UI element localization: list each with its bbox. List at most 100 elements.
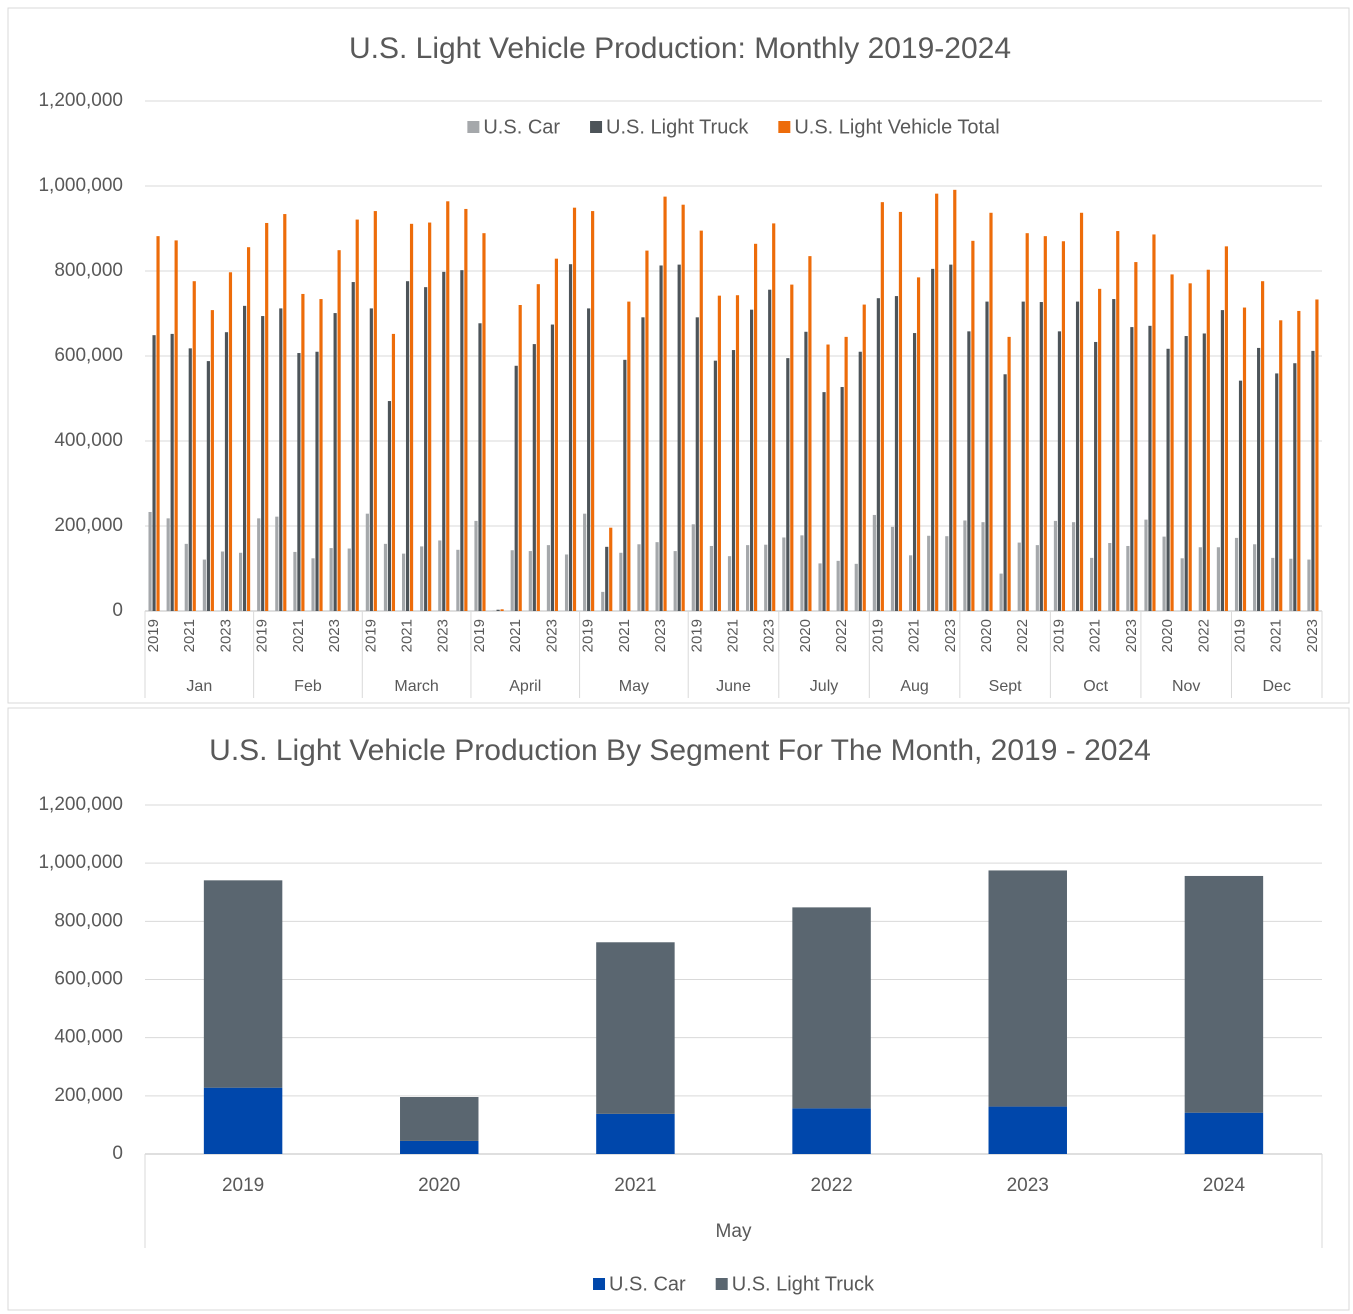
bar-segment [1184,875,1264,1113]
bar [311,558,315,611]
bar [623,359,627,611]
legend-label: U.S. Light Vehicle Total [794,116,999,138]
bar-segment [203,880,283,1088]
bar [192,281,196,611]
bar [790,284,794,611]
x-tick-label: 2023 [652,619,669,652]
bar [1279,320,1283,611]
bar [872,514,876,611]
bar [351,282,355,611]
bar [1071,522,1076,611]
group-label: Nov [1172,678,1200,695]
bar [1289,558,1293,611]
bar [333,313,337,611]
bar [550,324,555,611]
bar [854,563,858,611]
bar [1271,557,1275,611]
bar [420,546,424,611]
bar [1307,559,1311,611]
y-tick-label: 1,200,000 [38,794,123,815]
legend-swatch [715,1278,728,1290]
bar [1162,536,1166,611]
bar-segment [792,1108,871,1154]
bar-segment [596,1113,675,1154]
bar [347,548,351,611]
bar [989,212,993,611]
bar [818,563,822,611]
bar [1216,547,1221,611]
bar [637,544,641,611]
bar [750,309,754,611]
bar [764,544,768,611]
bar-segment [988,870,1067,1107]
bar [1090,557,1094,611]
bar [228,272,233,611]
bar-segment [1184,1112,1264,1154]
bar [1017,542,1021,611]
bar [1053,520,1058,611]
bar [746,545,750,611]
bar [572,207,577,612]
x-tick-label: 2019 [222,1175,264,1196]
group-label: Dec [1263,678,1291,695]
bar [1039,302,1043,611]
bar [1206,269,1210,611]
y-tick-label: 800,000 [54,910,123,931]
bar [583,513,587,611]
x-tick-label: 2019 [1231,619,1248,652]
bar [1180,558,1184,611]
bar [894,296,899,611]
bar [601,591,605,611]
bar [275,516,279,611]
bar [1166,348,1170,611]
bar [482,233,486,612]
group-label: Sept [989,678,1022,695]
bar-segment [203,1087,283,1154]
bar [699,230,703,611]
bar [731,350,736,611]
bar [772,223,776,611]
bar [880,202,884,611]
x-tick-label: 2021 [181,619,198,652]
x-tick-label: 2022 [833,619,850,652]
bar [1170,274,1174,611]
bar [1098,288,1102,611]
bar [591,211,595,611]
bar [931,268,935,611]
y-tick-label: 200,000 [54,515,123,536]
x-tick-label: 2023 [942,619,959,652]
y-tick-label: 1,000,000 [38,175,123,196]
x-tick-label: 2019 [145,619,162,652]
bar [373,211,377,611]
bar [677,264,681,611]
bar [152,335,156,611]
bar [1108,543,1112,611]
x-tick-label: 2019 [254,619,271,652]
bar [409,223,414,611]
legend-swatch [590,121,603,133]
y-tick-label: 1,000,000 [38,852,123,873]
bar [949,264,953,611]
bar [1238,380,1243,611]
bar [442,271,446,611]
bar [239,552,243,611]
bar [971,240,975,611]
bar [800,535,804,611]
x-tick-label: 2023 [1123,619,1140,652]
bar [659,265,663,611]
x-tick-label: 2023 [543,619,560,652]
bar [1094,341,1098,611]
y-tick-label: 400,000 [54,1027,123,1048]
bar [500,609,504,611]
bar [953,189,957,611]
bar [645,250,649,611]
bar [391,333,396,611]
bar [808,256,812,611]
bar [210,310,214,611]
bar [655,542,659,611]
bar [695,317,699,611]
bar [727,556,732,611]
bar [981,522,985,611]
bar [1152,234,1156,611]
bar [166,518,170,611]
